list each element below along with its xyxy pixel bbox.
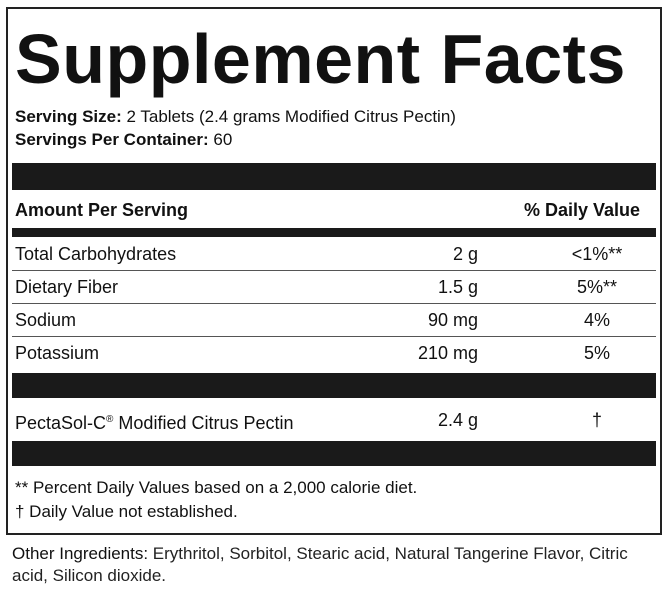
- nutrient-name: Dietary Fiber: [15, 277, 119, 297]
- table-row: Sodium 90 mg 4%: [12, 304, 656, 337]
- table-row: Potassium 210 mg 5%: [12, 337, 656, 369]
- table-row: Total Carbohydrates 2 g <1%**: [12, 238, 656, 271]
- footnote-daily-values: ** Percent Daily Values based on a 2,000…: [15, 478, 418, 497]
- nutrient-name: Potassium: [15, 343, 100, 363]
- panel-title: Supplement Facts: [15, 20, 626, 98]
- serving-size-label: Serving Size:: [15, 107, 122, 126]
- servings-per-container-value: 60: [213, 130, 233, 149]
- serving-size: Serving Size: 2 Tablets (2.4 grams Modif…: [15, 107, 456, 127]
- servings-per-container-label: Servings Per Container:: [15, 130, 209, 149]
- blend-amount: 2.4 g: [437, 410, 478, 430]
- footnote-not-established: † Daily Value not established.: [15, 502, 238, 521]
- daily-value-header: % Daily Value: [523, 200, 641, 220]
- table-row: Dietary Fiber 1.5 g 5%**: [12, 271, 656, 304]
- registered-mark: ®: [106, 414, 114, 425]
- divider-bar: [12, 228, 656, 237]
- blend-name-rest: Modified Citrus Pectin: [113, 413, 294, 433]
- blend-name: PectaSol-C® Modified Citrus Pectin: [15, 402, 294, 441]
- nutrient-amount: 90 mg: [427, 310, 478, 330]
- nutrient-dv: 5%**: [576, 277, 618, 297]
- blend-row: PectaSol-C® Modified Citrus Pectin 2.4 g…: [12, 402, 656, 438]
- nutrient-amount: 1.5 g: [437, 277, 478, 297]
- nutrient-name: Sodium: [15, 310, 77, 330]
- other-ingredients-label: Other Ingredients:: [12, 544, 149, 563]
- table-header: Amount Per Serving % Daily Value: [12, 194, 656, 226]
- nutrient-dv: 5%: [583, 343, 610, 363]
- divider-bar: [12, 163, 656, 190]
- nutrient-dv: 4%: [583, 310, 610, 330]
- other-ingredients: Other Ingredients: Erythritol, Sorbitol,…: [12, 543, 662, 587]
- nutrient-amount: 2 g: [452, 244, 478, 264]
- other-ingredients-value: Erythritol, Sorbitol, Stearic acid, Natu…: [12, 544, 628, 585]
- amount-per-serving-header: Amount Per Serving: [15, 200, 189, 220]
- nutrient-name: Total Carbohydrates: [15, 244, 177, 264]
- divider-bar: [12, 373, 656, 398]
- nutrient-dv: <1%**: [571, 244, 623, 264]
- blend-dv: †: [591, 410, 602, 430]
- blend-name-main: PectaSol-C: [15, 413, 107, 433]
- divider-bar: [12, 441, 656, 466]
- serving-size-value: 2 Tablets (2.4 grams Modified Citrus Pec…: [126, 107, 456, 126]
- supplement-facts-panel: Supplement Facts Serving Size: 2 Tablets…: [6, 7, 662, 535]
- nutrient-amount: 210 mg: [417, 343, 478, 363]
- servings-per-container: Servings Per Container: 60: [15, 130, 232, 150]
